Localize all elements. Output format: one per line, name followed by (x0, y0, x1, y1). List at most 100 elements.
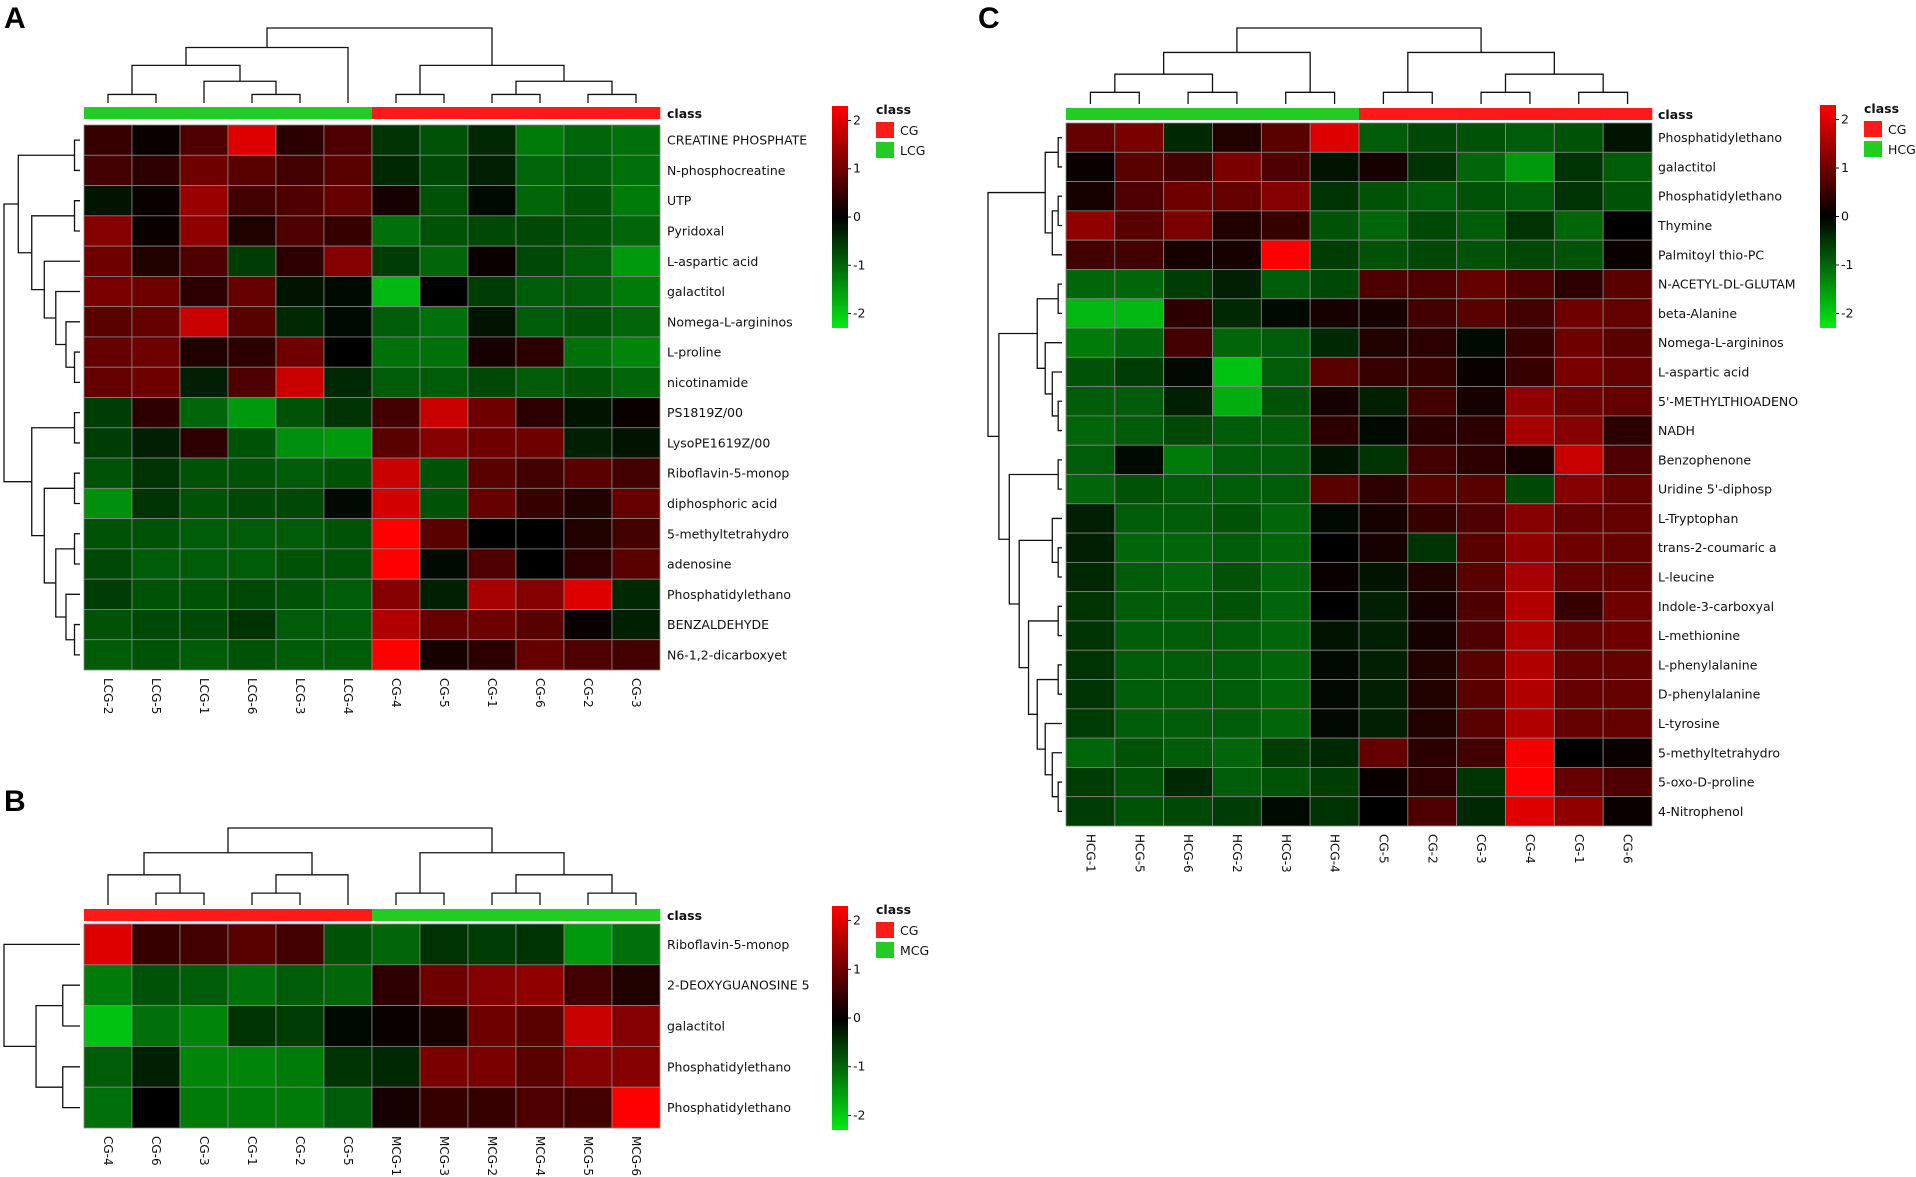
heatmap-cell (371, 275, 421, 308)
heatmap-cell (179, 1005, 229, 1047)
legend-swatch-mcg (876, 942, 894, 958)
heatmap-cell (275, 1005, 325, 1047)
heatmap-cell (1065, 122, 1116, 153)
heatmap-cell (1553, 327, 1604, 358)
heatmap-cell (1212, 649, 1262, 680)
heatmap-cell (1260, 767, 1311, 798)
row-dendrogram-branch (1036, 678, 1059, 750)
heatmap-cell (1407, 444, 1458, 475)
heatmap-cell (467, 154, 517, 186)
heatmap-cell (563, 185, 613, 217)
column-label-lcg-5: LCG-5 (149, 678, 163, 714)
heatmap-cell (1602, 327, 1653, 358)
column-label-cg-6: CG-6 (533, 678, 547, 708)
row-dendrogram-branch (3, 943, 80, 1048)
row-label-nicotinamide: nicotinamide (667, 375, 748, 390)
row-label-benzaldehyde: BENZALDEHYDE (667, 617, 769, 632)
column-dendrogram-branch (1114, 73, 1214, 93)
heatmap-cell (227, 923, 277, 966)
heatmap-cell (275, 306, 325, 338)
row-dendrogram-branch (73, 411, 80, 444)
heatmap-cell (1456, 298, 1506, 329)
heatmap-cell (515, 578, 565, 610)
heatmap-cell (1456, 649, 1506, 680)
row-label-thymine: Thymine (1657, 218, 1713, 233)
heatmap-cell (227, 336, 277, 368)
heatmap-cell (1163, 327, 1213, 358)
row-dendrogram-branch (73, 623, 80, 656)
column-label-cg-1: CG-1 (485, 678, 499, 708)
column-label-cg-5: CG-5 (1376, 834, 1390, 864)
heatmap-cell (131, 124, 181, 156)
row-label-galactitol: galactitol (667, 1019, 725, 1034)
heatmap-cell (1163, 649, 1213, 680)
heatmap-cell (1065, 649, 1116, 680)
column-label-cg-1: CG-1 (245, 1136, 259, 1166)
heatmap-cell (563, 457, 613, 489)
row-label-n-phosphocreatine: N-phosphocreatine (667, 163, 786, 178)
heatmap-cell (83, 578, 133, 610)
heatmap-cell (1212, 444, 1262, 475)
row-label-riboflavin-5-monop: Riboflavin-5-monop (667, 466, 789, 481)
heatmap-cell (1602, 708, 1653, 739)
heatmap-cell (1553, 620, 1604, 651)
heatmap-cell (515, 964, 565, 1006)
class-bar-cell (1261, 108, 1311, 120)
heatmap-cell (1456, 503, 1506, 534)
heatmap-cell (611, 487, 661, 520)
column-dendrogram-branch (1285, 91, 1336, 104)
heatmap-cell (371, 306, 421, 338)
column-label-cg-1: CG-1 (1572, 834, 1586, 864)
heatmap-cell (1505, 356, 1555, 388)
heatmap-panel-b: class Riboflavin-5-monop 2-DEOXYGUANOSINE … (3, 827, 929, 1176)
heatmap-cell (179, 487, 229, 520)
heatmap-cell (179, 366, 229, 398)
heatmap-cell (611, 1086, 661, 1129)
heatmap-cell (611, 366, 661, 398)
column-label-mcg-1: MCG-1 (389, 1136, 403, 1176)
heatmap-cell (323, 366, 373, 398)
heatmap-cell (83, 427, 133, 459)
row-dendrogram-branch (43, 260, 80, 319)
class-bar-cell (516, 107, 565, 119)
heatmap-cell (1505, 151, 1555, 182)
heatmap-cell (1212, 474, 1262, 505)
heatmap-cell (1309, 737, 1360, 768)
heatmap-cell (83, 215, 133, 247)
heatmap-cell (1553, 767, 1604, 798)
heatmap-cell (323, 487, 373, 520)
row-dendrogram-branch (17, 154, 75, 254)
heatmap-cell (83, 487, 133, 520)
row-label-nomega-l-argininos: Nomega-L-argininos (667, 314, 793, 329)
heatmap-cell (1407, 386, 1458, 417)
heatmap-cell (275, 154, 325, 186)
heatmap-cell (1065, 386, 1116, 417)
class-bar-cell (372, 909, 421, 921)
heatmap-cell (371, 964, 421, 1006)
heatmap-cell (131, 1046, 181, 1088)
heatmap-cell (1505, 737, 1555, 768)
color-scale-tick-label: -2 (853, 306, 865, 321)
heatmap-cell (1309, 532, 1360, 563)
heatmap-cell (563, 245, 613, 277)
heatmap-cell (179, 457, 229, 489)
color-scale-tick-label: -1 (853, 1059, 865, 1074)
heatmap-cell (1505, 298, 1555, 329)
heatmap-cell (275, 427, 325, 459)
heatmap-cell (371, 457, 421, 489)
heatmap-cell (275, 457, 325, 489)
heatmap-cell (1212, 327, 1262, 358)
heatmap-cell (227, 578, 277, 610)
heatmap-cell (1358, 298, 1409, 329)
heatmap-cell (275, 609, 325, 641)
panel-letter-a: A (4, 2, 26, 35)
heatmap-cell (1163, 591, 1213, 622)
heatmap-cell (515, 457, 565, 489)
heatmap-cell (131, 275, 181, 308)
row-dendrogram-branch (1018, 539, 1053, 669)
heatmap-cell (1114, 239, 1165, 270)
column-dendrogram-branch (515, 874, 613, 894)
heatmap-cell (563, 548, 613, 580)
heatmap-cell (1505, 239, 1555, 270)
heatmap-cell (1212, 181, 1262, 212)
